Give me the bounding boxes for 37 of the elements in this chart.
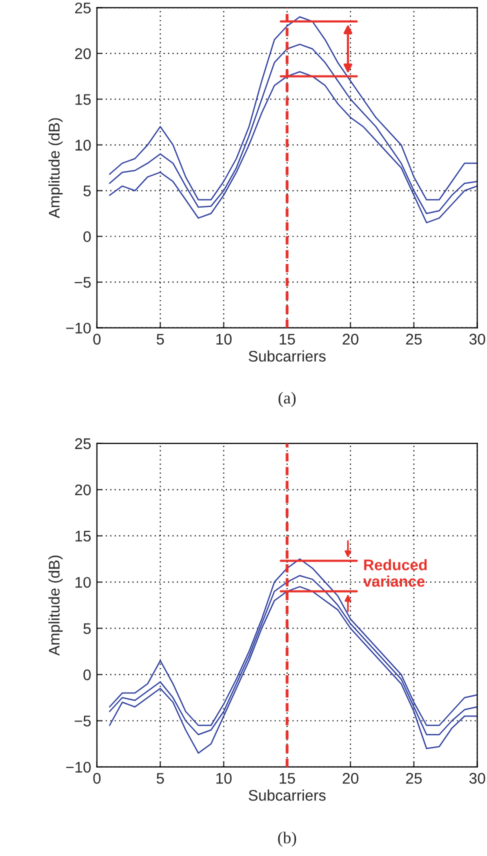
x-tick-label: 20 — [342, 772, 358, 784]
x-tick-label: 30 — [469, 334, 486, 345]
x-axis-title: Subcarriers — [248, 350, 326, 362]
y-tick-label: 25 — [75, 2, 91, 14]
x-tick-label: 20 — [342, 334, 358, 345]
x-tick-label: 10 — [216, 772, 232, 784]
x-tick-label: 15 — [280, 334, 295, 345]
y-tick-label: 5 — [83, 186, 91, 196]
x-tick-label: 30 — [469, 772, 486, 784]
y-tick-label: 15 — [76, 94, 91, 105]
y-tick-label: −5 — [74, 277, 91, 288]
x-tick-label: 5 — [156, 773, 164, 784]
y-axis-title: Amplitude (dB) — [48, 118, 63, 218]
y-tick-label: 20 — [75, 484, 91, 496]
y-tick-label: 0 — [83, 669, 91, 680]
y-tick-label: 20 — [75, 48, 91, 60]
x-tick-label: 25 — [406, 334, 422, 345]
y-tick-label: 10 — [76, 140, 91, 151]
y-axis-title: Amplitude (dB) — [48, 556, 63, 656]
y-tick-label: 5 — [83, 623, 91, 634]
x-tick-label: 5 — [156, 334, 164, 345]
y-tick-label: −10 — [66, 322, 91, 334]
x-tick-label: 15 — [280, 773, 295, 784]
y-tick-label: 15 — [76, 530, 91, 542]
y-tick-label: −10 — [66, 762, 91, 773]
x-tick-label: 25 — [406, 772, 422, 784]
text: (a) — [278, 392, 296, 407]
y-tick-label: 25 — [75, 438, 91, 450]
x-tick-label: 0 — [93, 772, 101, 784]
x-axis-title: Subcarriers — [248, 790, 326, 801]
y-tick-label: 10 — [76, 576, 91, 588]
y-tick-label: −5 — [74, 716, 91, 726]
x-tick-label: 10 — [216, 334, 232, 345]
x-tick-label: 0 — [93, 334, 101, 345]
text: (b) — [278, 832, 296, 847]
y-tick-label: 0 — [83, 231, 91, 242]
annotation: Reduced variance — [363, 559, 427, 587]
